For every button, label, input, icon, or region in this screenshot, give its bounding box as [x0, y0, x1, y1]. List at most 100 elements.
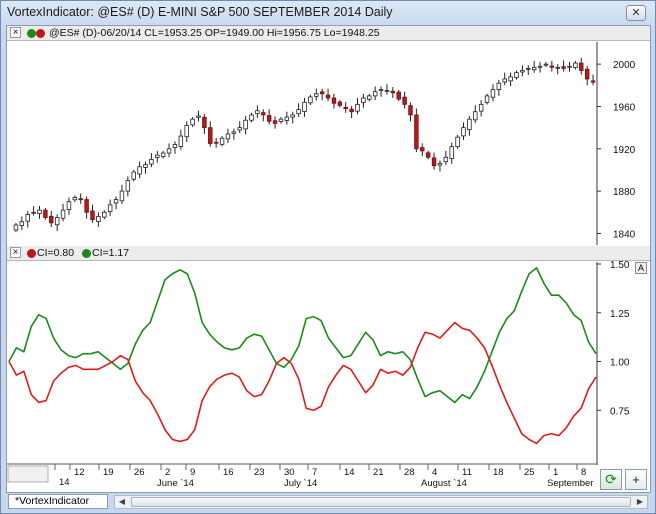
indicator-pane-corner-button[interactable]: A — [635, 262, 647, 274]
candle-body — [225, 133, 231, 140]
candle-body — [37, 209, 42, 214]
candle-body — [54, 217, 60, 226]
candle-body — [60, 209, 66, 219]
indicator-pane-header: × CI=0.80 CI=1.17 — [7, 246, 650, 261]
candle-body — [555, 66, 560, 69]
candle-body — [290, 114, 295, 118]
candle-body — [219, 137, 225, 145]
x-day-tick-label: 8 — [581, 467, 586, 478]
candle-body — [78, 198, 83, 201]
x-day-tick-label: 1 — [553, 467, 558, 478]
candle-body — [202, 116, 207, 129]
candle-body — [337, 101, 343, 106]
candle-body — [25, 213, 30, 222]
price-y-tick-label: 1960 — [613, 102, 636, 113]
red-dot-icon — [36, 29, 45, 38]
ci-red-series-line — [8, 321, 597, 445]
candle-body — [113, 199, 119, 204]
green-dot-icon — [27, 29, 36, 38]
candle-body — [437, 163, 443, 166]
candle-body — [443, 156, 449, 163]
candle-body — [243, 119, 248, 130]
x-month-label: July `14 — [284, 478, 317, 489]
scroll-thumb[interactable] — [131, 497, 631, 507]
candle-body — [361, 97, 366, 103]
candle-body — [496, 82, 502, 90]
candle-body — [514, 72, 519, 78]
tab-vortex-indicator[interactable]: *VortexIndicator — [8, 494, 108, 509]
candle-body — [249, 114, 254, 121]
indicator-pane-close-button[interactable]: × — [10, 247, 21, 258]
candle-body — [196, 115, 201, 118]
candle-body — [520, 70, 525, 73]
candle-body — [396, 91, 401, 100]
candle-body — [319, 91, 325, 95]
candle-body — [49, 215, 54, 224]
price-pane-header-text: @ES# (D)-06/20/14 CL=1953.25 OP=1949.00 … — [49, 27, 380, 39]
candle-body — [584, 68, 590, 80]
green-ci-dot-icon — [82, 249, 91, 258]
refresh-button[interactable]: ⟳ — [600, 469, 622, 490]
candle-body — [72, 197, 78, 201]
candle-body — [502, 78, 507, 83]
candle-body — [43, 209, 48, 218]
candle-body — [66, 201, 72, 210]
x-day-tick-label: 16 — [223, 467, 234, 478]
indicator-y-tick-label: 1.25 — [610, 309, 630, 320]
candle-body — [172, 144, 178, 148]
red-ci-dot-icon — [27, 249, 36, 258]
indicator-y-tick-label: 1.50 — [610, 260, 630, 271]
add-pane-button[interactable]: + — [625, 469, 647, 490]
horizontal-scrollbar[interactable]: ◀ ▶ — [114, 495, 648, 509]
candle-body — [478, 103, 484, 112]
ci-green-series-line — [8, 267, 597, 404]
candle-body — [102, 211, 107, 218]
candle-body — [561, 66, 566, 69]
candle-body — [213, 141, 219, 144]
candle-body — [455, 136, 460, 148]
candle-body — [178, 135, 184, 147]
price-y-tick-label: 1880 — [613, 187, 636, 198]
candle-body — [131, 171, 136, 180]
candle-body — [573, 62, 578, 68]
x-month-label: September — [547, 478, 593, 489]
bottom-bar: *VortexIndicator ◀ ▶ — [6, 493, 651, 511]
candle-body — [155, 154, 160, 158]
title-bar[interactable]: VortexIndicator: @ES# (D) E-MINI S&P 500… — [1, 1, 655, 25]
x-day-tick-label: 2 — [165, 467, 170, 478]
candle-body — [208, 127, 213, 144]
price-pane-close-button[interactable]: × — [10, 27, 21, 38]
candle-body — [266, 115, 272, 122]
candle-body — [160, 152, 166, 157]
window-title: VortexIndicator: @ES# (D) E-MINI S&P 500… — [7, 5, 393, 19]
candle-body — [143, 164, 148, 168]
candle-body — [549, 65, 555, 68]
chart-frame: × @ES# (D)-06/20/14 CL=1953.25 OP=1949.0… — [6, 25, 651, 493]
scroll-right-icon[interactable]: ▶ — [636, 497, 644, 506]
close-window-button[interactable]: ✕ — [626, 5, 646, 21]
x-day-tick-label: 28 — [404, 467, 415, 478]
candle-body — [296, 109, 301, 115]
x-day-tick-label: 30 — [284, 467, 295, 478]
x-day-tick-label: 7 — [312, 467, 317, 478]
x-month-label: August `14 — [421, 478, 467, 489]
indicator-y-tick-label: 0.75 — [610, 406, 630, 417]
candle-body — [384, 90, 390, 93]
candle-body — [231, 131, 237, 134]
candle-body — [390, 90, 396, 94]
candle-body — [567, 65, 572, 68]
candle-body — [537, 65, 543, 68]
candle-body — [420, 147, 425, 152]
candle-body — [314, 93, 319, 97]
x-day-tick-label: 21 — [373, 467, 384, 478]
x-day-tick-label: 25 — [524, 467, 535, 478]
scroll-left-icon[interactable]: ◀ — [118, 497, 126, 506]
candle-body — [543, 63, 549, 66]
candle-body — [508, 76, 513, 82]
price-y-tick-label: 1840 — [613, 229, 636, 240]
candle-body — [349, 108, 354, 113]
candle-body — [425, 152, 431, 158]
indicator-y-tick-label: 1.00 — [610, 358, 630, 369]
